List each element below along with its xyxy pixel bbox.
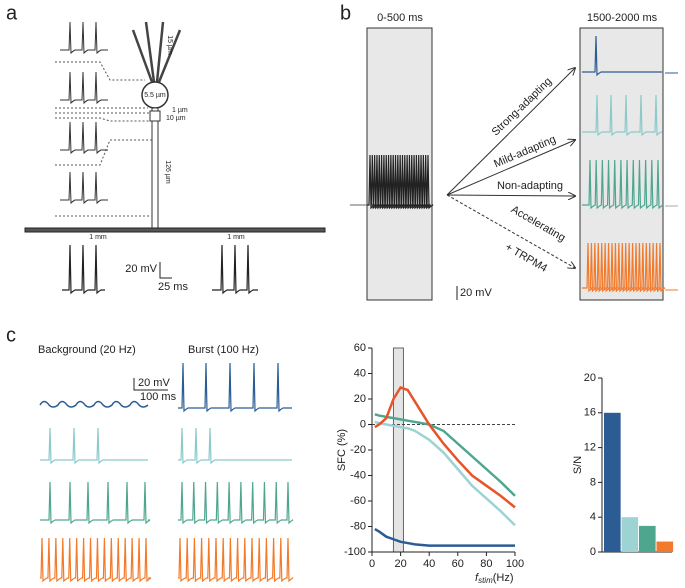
- scale-bar: [159, 262, 172, 279]
- voltage-trace: [582, 35, 662, 77]
- axon-length: 126 µm: [164, 160, 171, 184]
- dendrite-length: 15 µm: [166, 35, 173, 55]
- x-label-symbol: f: [475, 572, 479, 584]
- panel-label: b: [340, 2, 351, 24]
- voltage-trace: [367, 154, 434, 210]
- voltage-trace: [60, 71, 108, 105]
- window-label: 0-500 ms: [377, 12, 423, 24]
- voltage-trace: [60, 121, 108, 155]
- highlight-band: [392, 347, 404, 553]
- y-tick-label: 60: [354, 342, 366, 354]
- bar: [656, 541, 674, 552]
- trpm4-label: + TRPM4: [503, 241, 549, 275]
- x-tick-label: 100: [506, 558, 524, 570]
- y-tick-label: -20: [350, 444, 366, 456]
- y-axis-label: S/N: [572, 456, 584, 474]
- scale-voltage: 20 mV: [125, 263, 157, 275]
- voltage-trace: [60, 21, 108, 55]
- scale-bar: [133, 378, 168, 391]
- scale-voltage: 20 mV: [138, 377, 170, 389]
- column-title: Burst (100 Hz): [188, 344, 259, 356]
- panel-label: c: [6, 324, 16, 346]
- arrow-label: Accelerating: [509, 204, 567, 245]
- voltage-trace: [40, 537, 152, 583]
- y-tick-label: 20: [584, 372, 596, 384]
- bar: [639, 525, 656, 552]
- scale-time: 25 ms: [158, 281, 188, 293]
- x-label-subscript: stim: [478, 576, 493, 585]
- column-title: Background (20 Hz): [38, 344, 136, 356]
- voltage-trace: [40, 481, 151, 525]
- y-axis-label: SFC (%): [336, 429, 348, 471]
- x-axis-label: fstim(Hz): [475, 572, 514, 585]
- dendrites: [131, 21, 182, 83]
- y-tick-label: -40: [350, 469, 366, 481]
- scale-time: 100 ms: [140, 391, 177, 403]
- arrow-label: Strong-adapting: [490, 75, 555, 138]
- y-tick-label: 0: [360, 418, 366, 430]
- voltage-trace: [582, 94, 662, 137]
- x-tick-label: 0: [369, 558, 375, 570]
- voltage-trace: [39, 400, 149, 408]
- soma-diameter: 5.5 µm: [144, 92, 166, 99]
- distance-left: 1 mm: [89, 234, 107, 241]
- panel-label: a: [6, 2, 18, 24]
- y-tick-label: -100: [344, 546, 366, 558]
- y-tick-label: 16: [584, 407, 596, 419]
- ais: [149, 110, 161, 122]
- x-tick-label: 80: [480, 558, 492, 570]
- hillock-length: 1 µm: [172, 107, 188, 114]
- y-tick-label: 8: [590, 476, 596, 488]
- arrows: [446, 68, 575, 268]
- x-tick-label: 20: [394, 558, 406, 570]
- x-tick-label: 40: [423, 558, 435, 570]
- voltage-trace: [62, 244, 105, 295]
- y-tick-label: -60: [350, 495, 366, 507]
- x-tick-label: 60: [452, 558, 464, 570]
- voltage-trace: [178, 362, 292, 413]
- scale-voltage: 20 mV: [460, 287, 492, 299]
- bar: [621, 517, 639, 552]
- voltage-trace: [40, 427, 148, 465]
- distance-right: 1 mm: [227, 234, 245, 241]
- bar: [604, 412, 621, 552]
- window-label: 1500-2000 ms: [587, 12, 658, 24]
- x-label-unit: (Hz): [493, 572, 514, 584]
- ais-length: 10 µm: [166, 115, 186, 122]
- voltage-trace: [178, 481, 294, 525]
- voltage-trace: [582, 159, 664, 210]
- voltage-trace: [582, 242, 666, 293]
- y-tick-label: 4: [590, 511, 596, 523]
- line-series: [374, 527, 515, 547]
- voltage-trace: [178, 537, 294, 583]
- y-tick-label: 0: [590, 546, 596, 558]
- voltage-trace: [178, 427, 292, 465]
- voltage-trace: [60, 171, 108, 205]
- connectors: [55, 61, 152, 217]
- y-tick-label: 12: [584, 442, 596, 454]
- main-axon: [24, 227, 326, 233]
- y-tick-label: 20: [354, 393, 366, 405]
- line-series: [374, 420, 516, 527]
- arrow-label: Non-adapting: [497, 180, 563, 192]
- line-series: [374, 386, 516, 509]
- voltage-trace: [212, 244, 258, 295]
- y-tick-label: 40: [354, 367, 366, 379]
- axon: [151, 120, 159, 229]
- y-tick-label: -80: [350, 520, 366, 532]
